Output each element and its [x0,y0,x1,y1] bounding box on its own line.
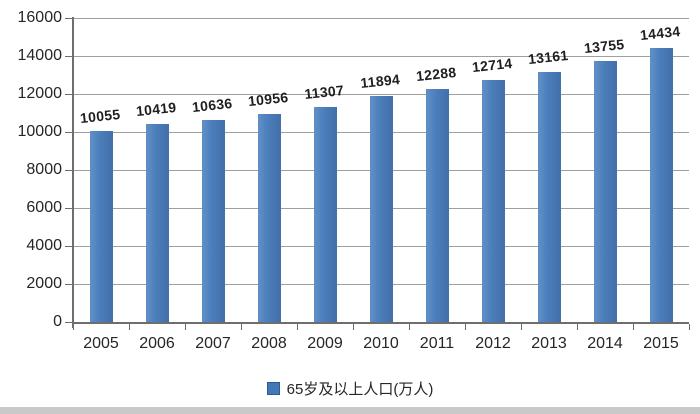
x-tick-label: 2012 [475,335,511,352]
y-tick-mark [65,284,73,285]
y-tick-label: 10000 [17,123,63,140]
gridline [73,94,689,95]
gridline [73,56,689,57]
x-axis-line [73,322,689,324]
y-tick-label: 12000 [17,85,63,102]
bar [369,96,393,322]
y-tick-mark [65,132,73,133]
y-tick-mark [65,56,73,57]
bar [313,107,337,322]
x-tick-mark [465,324,466,330]
y-tick-label: 8000 [26,161,62,178]
bar-value-label: 11307 [303,82,345,103]
bar [593,60,617,322]
bar-value-label: 12288 [415,63,458,84]
bar [201,119,225,322]
bar [481,80,505,322]
x-tick-label: 2009 [307,335,343,352]
y-tick-mark [65,94,73,95]
bar-value-label: 14434 [639,22,682,43]
legend-label: 65岁及以上人口(万人) [286,381,434,398]
x-tick-mark [241,324,242,330]
x-tick-label: 2010 [363,335,399,352]
bar-value-label: 11894 [359,70,401,92]
x-tick-label: 2007 [195,335,231,352]
y-tick-mark [65,170,73,171]
y-tick-mark [65,322,73,323]
bar-value-label: 12714 [471,55,514,76]
x-tick-mark [297,324,298,330]
x-tick-mark [353,324,354,330]
y-tick-label: 16000 [17,9,63,26]
y-tick-mark [65,18,73,19]
x-tick-label: 2011 [419,335,455,352]
x-tick-mark [409,324,410,330]
plot-area: 10055 10419 10636 10956 11307 11894 12288 12714… [73,18,689,322]
x-tick-mark [129,324,130,330]
bar-value-label: 13161 [527,46,570,68]
x-tick-mark [521,324,522,330]
y-axis-line [72,17,74,328]
y-tick-label: 4000 [26,237,62,254]
bar [537,71,561,322]
bar-value-label: 10636 [191,94,234,115]
bar [257,113,281,322]
x-tick-label: 2014 [587,335,623,352]
x-tick-mark [633,324,634,330]
gridline [73,18,689,19]
x-tick-mark [577,324,578,330]
y-tick-mark [65,246,73,247]
x-tick-mark [185,324,186,330]
y-tick-label: 0 [53,313,62,330]
bar-value-label: 10419 [135,98,178,120]
x-tick-label: 2013 [531,335,567,352]
y-tick-label: 2000 [26,275,62,292]
x-tick-mark [73,324,74,330]
bar [425,88,449,322]
legend: 65岁及以上人口(万人) [0,378,700,399]
bar [649,47,673,322]
x-tick-label: 2006 [139,335,175,352]
legend-swatch-icon [266,382,280,395]
x-tick-label: 2008 [251,335,287,352]
x-tick-label: 2005 [83,335,119,352]
y-tick-mark [65,208,73,209]
bar [89,130,113,322]
bar-value-label: 13755 [583,35,626,56]
bottom-edge-strip [0,407,700,414]
bar-value-label: 10956 [247,88,290,109]
x-tick-label: 2015 [643,335,679,352]
y-tick-label: 14000 [17,47,63,64]
y-tick-label: 6000 [26,199,62,216]
bar-value-label: 10055 [79,105,122,127]
bar [145,124,169,322]
x-tick-mark [689,324,690,330]
